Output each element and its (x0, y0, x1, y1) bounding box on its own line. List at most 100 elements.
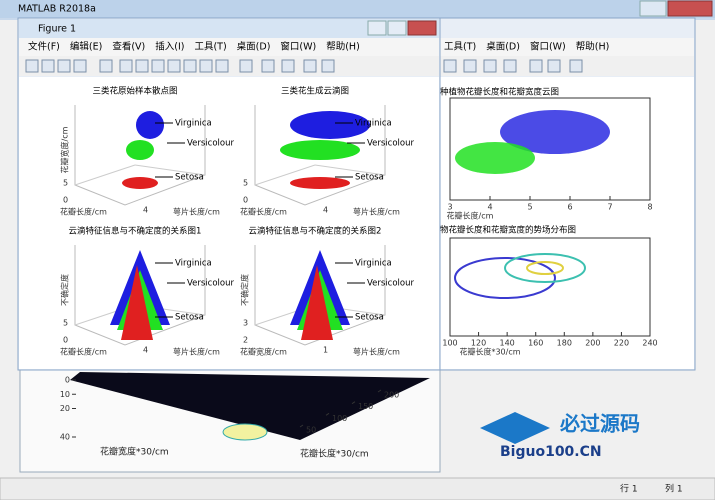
x-tick-label: 200 (585, 339, 600, 348)
plot-title: 云滴特征信息与不确定度的关系图2 (249, 226, 382, 237)
plot-title: 云滴特征信息与不确定度的关系图1 (69, 226, 202, 237)
tool-button[interactable] (281, 59, 295, 73)
tool-button[interactable] (321, 59, 335, 73)
back-xlabel: 花瓣长度*30/cm (300, 448, 369, 460)
tick-label: 0 (243, 196, 248, 205)
axes-frame (74, 105, 206, 206)
axes-frame (254, 105, 386, 206)
tool-button[interactable] (503, 59, 517, 73)
x-tick-label: 240 (642, 339, 657, 348)
y-label: 萼片长度/cm (173, 347, 220, 357)
x-tick-label: 8 (647, 203, 652, 212)
tool-button[interactable] (261, 59, 275, 73)
tool-button[interactable] (463, 59, 477, 73)
x-tick-label: 6 (567, 203, 572, 212)
menu-item[interactable]: 工具(T) (194, 42, 226, 53)
axes-box (449, 237, 651, 337)
maximize-button[interactable] (387, 20, 407, 36)
tick-label: 0 (63, 336, 68, 345)
tool-button[interactable] (57, 59, 71, 73)
x-tick-label: 120 (471, 339, 486, 348)
annotation: Setosa (175, 173, 204, 183)
tool-button[interactable] (303, 59, 317, 73)
tick-mark (325, 412, 330, 416)
menu-item[interactable]: 文件(F) (28, 41, 60, 53)
tool-button[interactable] (199, 59, 213, 73)
contour (504, 253, 586, 283)
axes-box (449, 97, 651, 201)
tool-button[interactable] (569, 59, 583, 73)
plot-title: 物花瓣长度和花瓣宽度的势场分布图 (440, 225, 576, 236)
menu-item[interactable]: 帮助(H) (576, 41, 610, 53)
figure2-menubar (396, 38, 694, 56)
menu-item[interactable]: 插入(I) (155, 41, 184, 53)
menu-item[interactable]: 查看(V) (112, 41, 145, 53)
x-tick-label: 200 (384, 391, 399, 400)
annotation: Setosa (355, 173, 384, 183)
tool-button[interactable] (41, 59, 55, 73)
x-label: 花瓣宽度/cm (240, 347, 287, 357)
tool-button[interactable] (183, 59, 197, 73)
tool-button[interactable] (483, 59, 497, 73)
back-ylabel: 花瓣宽度*30/cm (100, 446, 169, 458)
tool-button[interactable] (547, 59, 561, 73)
menu-item[interactable]: 桌面(D) (486, 41, 520, 53)
tool-button[interactable] (529, 59, 543, 73)
annotation: Versicolour (187, 279, 234, 289)
menu-item[interactable]: 桌面(D) (237, 41, 271, 53)
tool-button[interactable] (443, 59, 457, 73)
x-tick-label: 180 (557, 339, 572, 348)
y-label: 萼片长度/cm (173, 207, 220, 217)
cloud-green (280, 140, 360, 160)
menu-item[interactable]: 工具(T) (444, 42, 476, 53)
x-tick-label: 220 (614, 339, 629, 348)
tool-button[interactable] (73, 59, 87, 73)
annotation: Setosa (355, 313, 384, 323)
x-tick-label: 100 (332, 414, 347, 423)
tool-button[interactable] (99, 59, 113, 73)
tool-button[interactable] (167, 59, 181, 73)
menu-item[interactable]: 帮助(H) (326, 41, 360, 53)
annotation: Versicolour (367, 279, 414, 289)
tool-button[interactable] (135, 59, 149, 73)
contour (454, 257, 556, 299)
tick-mark (377, 389, 382, 393)
axes-frame (254, 245, 386, 346)
tick-label: 4 (143, 346, 148, 355)
minimize-button[interactable] (367, 20, 387, 36)
close-button[interactable] (667, 0, 713, 17)
tool-button[interactable] (25, 59, 39, 73)
menu-item[interactable]: 窗口(W) (280, 41, 316, 53)
tick-label: 5 (63, 179, 68, 188)
status-bar (0, 477, 715, 500)
watermark-subtitle: Biguo100.CN (500, 444, 602, 460)
tool-button[interactable] (151, 59, 165, 73)
x-tick-label: 5 (527, 203, 532, 212)
tick-mark (351, 401, 356, 405)
figure1-titlebar (19, 19, 439, 38)
menu-item[interactable]: 编辑(E) (70, 41, 102, 53)
close-button[interactable] (407, 20, 437, 36)
tool-button[interactable] (239, 59, 253, 73)
annotation: Virginica (355, 259, 392, 269)
x-tick-label: 140 (500, 339, 515, 348)
minimize-button[interactable] (639, 0, 667, 17)
cloud-blue (290, 111, 370, 139)
annotation: Virginica (175, 119, 212, 129)
status-row: 行 1 (620, 483, 638, 495)
y-label: 萼片长度/cm (353, 207, 400, 217)
annotation: Virginica (355, 119, 392, 129)
app-title: MATLAB R2018a (18, 4, 96, 15)
axes-edge (314, 164, 386, 176)
status-col: 列 1 (665, 483, 683, 495)
figure1-menubar (19, 38, 439, 56)
annotation: Setosa (175, 313, 204, 323)
tool-button[interactable] (119, 59, 133, 73)
menu-item[interactable]: 窗口(W) (530, 41, 566, 53)
tick-label: 4 (323, 206, 328, 215)
tool-button[interactable] (215, 59, 229, 73)
surface-peak (222, 423, 268, 441)
y-tick-label: 40 (60, 433, 70, 442)
x-tick-label: 160 (528, 339, 543, 348)
